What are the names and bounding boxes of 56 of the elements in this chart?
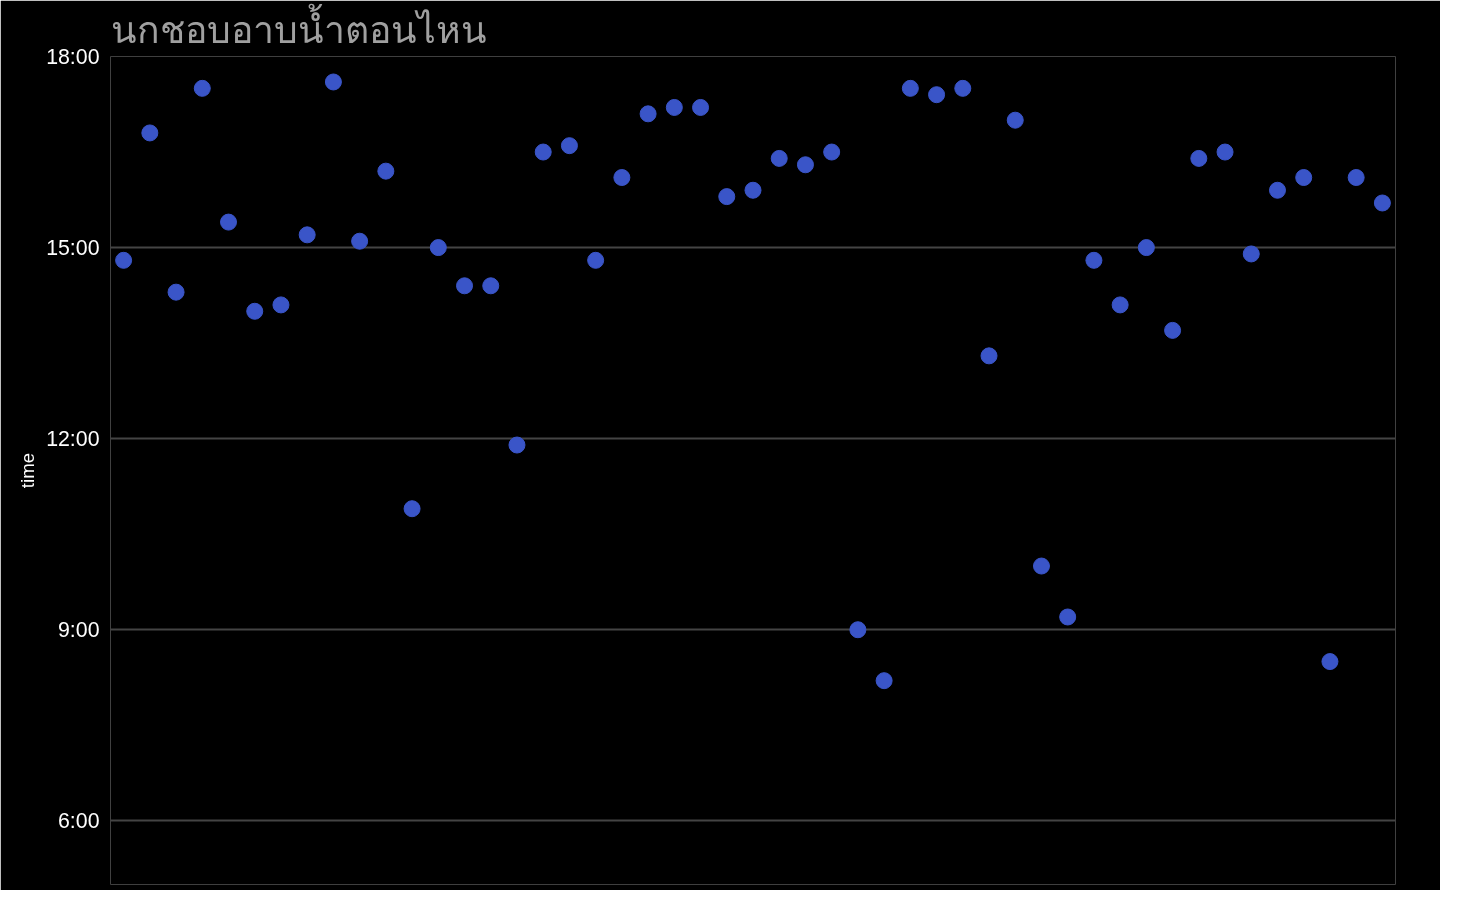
- point: [403, 500, 421, 518]
- point: [928, 86, 946, 104]
- y-tick-label: 18:00: [46, 44, 100, 69]
- chart-title: นกชอบอาบน้ำตอนไหน: [110, 2, 487, 52]
- point: [587, 251, 605, 269]
- point: [324, 73, 342, 91]
- point: [1059, 608, 1077, 626]
- point: [1321, 653, 1339, 671]
- point: [718, 188, 736, 206]
- point: [482, 277, 500, 295]
- point: [193, 79, 211, 97]
- point: [456, 277, 474, 295]
- point: [1190, 149, 1208, 167]
- y-tick-label: 6:00: [57, 808, 100, 833]
- point: [1347, 169, 1365, 186]
- point: [875, 672, 893, 690]
- y-tick-label: 9:00: [57, 617, 100, 642]
- point: [1085, 251, 1103, 269]
- point: [115, 251, 133, 269]
- point: [272, 296, 290, 314]
- point: [954, 79, 972, 97]
- point: [1137, 239, 1155, 257]
- point: [298, 226, 316, 244]
- point: [351, 232, 369, 250]
- y-tick-label: 12:00: [46, 426, 100, 451]
- point: [692, 98, 710, 116]
- point: [246, 302, 264, 320]
- point: [1373, 194, 1391, 212]
- point: [1216, 143, 1234, 161]
- point: [141, 124, 159, 142]
- point: [744, 181, 762, 199]
- point: [1111, 296, 1129, 314]
- point: [1006, 111, 1024, 129]
- point: [1295, 169, 1313, 186]
- point: [796, 156, 814, 174]
- point: [1164, 321, 1182, 339]
- point: [508, 436, 526, 454]
- point: [901, 79, 919, 97]
- point: [1032, 557, 1050, 575]
- point: [1268, 181, 1286, 199]
- point: [613, 169, 631, 186]
- point: [849, 621, 867, 639]
- point: [1242, 245, 1260, 263]
- point: [377, 162, 395, 180]
- point: [534, 143, 552, 161]
- point: [639, 105, 657, 123]
- y-axis-title: time: [17, 452, 39, 489]
- point: [220, 213, 238, 231]
- point: [823, 143, 841, 161]
- point: [770, 149, 788, 167]
- point: [980, 347, 998, 365]
- point: [665, 98, 683, 116]
- y-tick-label: 15:00: [46, 235, 100, 260]
- point: [167, 283, 185, 301]
- point: [560, 137, 578, 155]
- point: [429, 239, 447, 257]
